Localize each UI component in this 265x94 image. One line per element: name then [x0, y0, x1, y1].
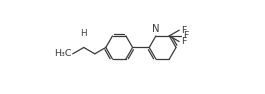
Text: F: F [183, 31, 188, 40]
Text: H₃C: H₃C [54, 49, 71, 58]
Text: H: H [81, 29, 87, 38]
Text: N: N [152, 24, 160, 34]
Text: F: F [181, 37, 187, 46]
Text: F: F [181, 26, 187, 35]
